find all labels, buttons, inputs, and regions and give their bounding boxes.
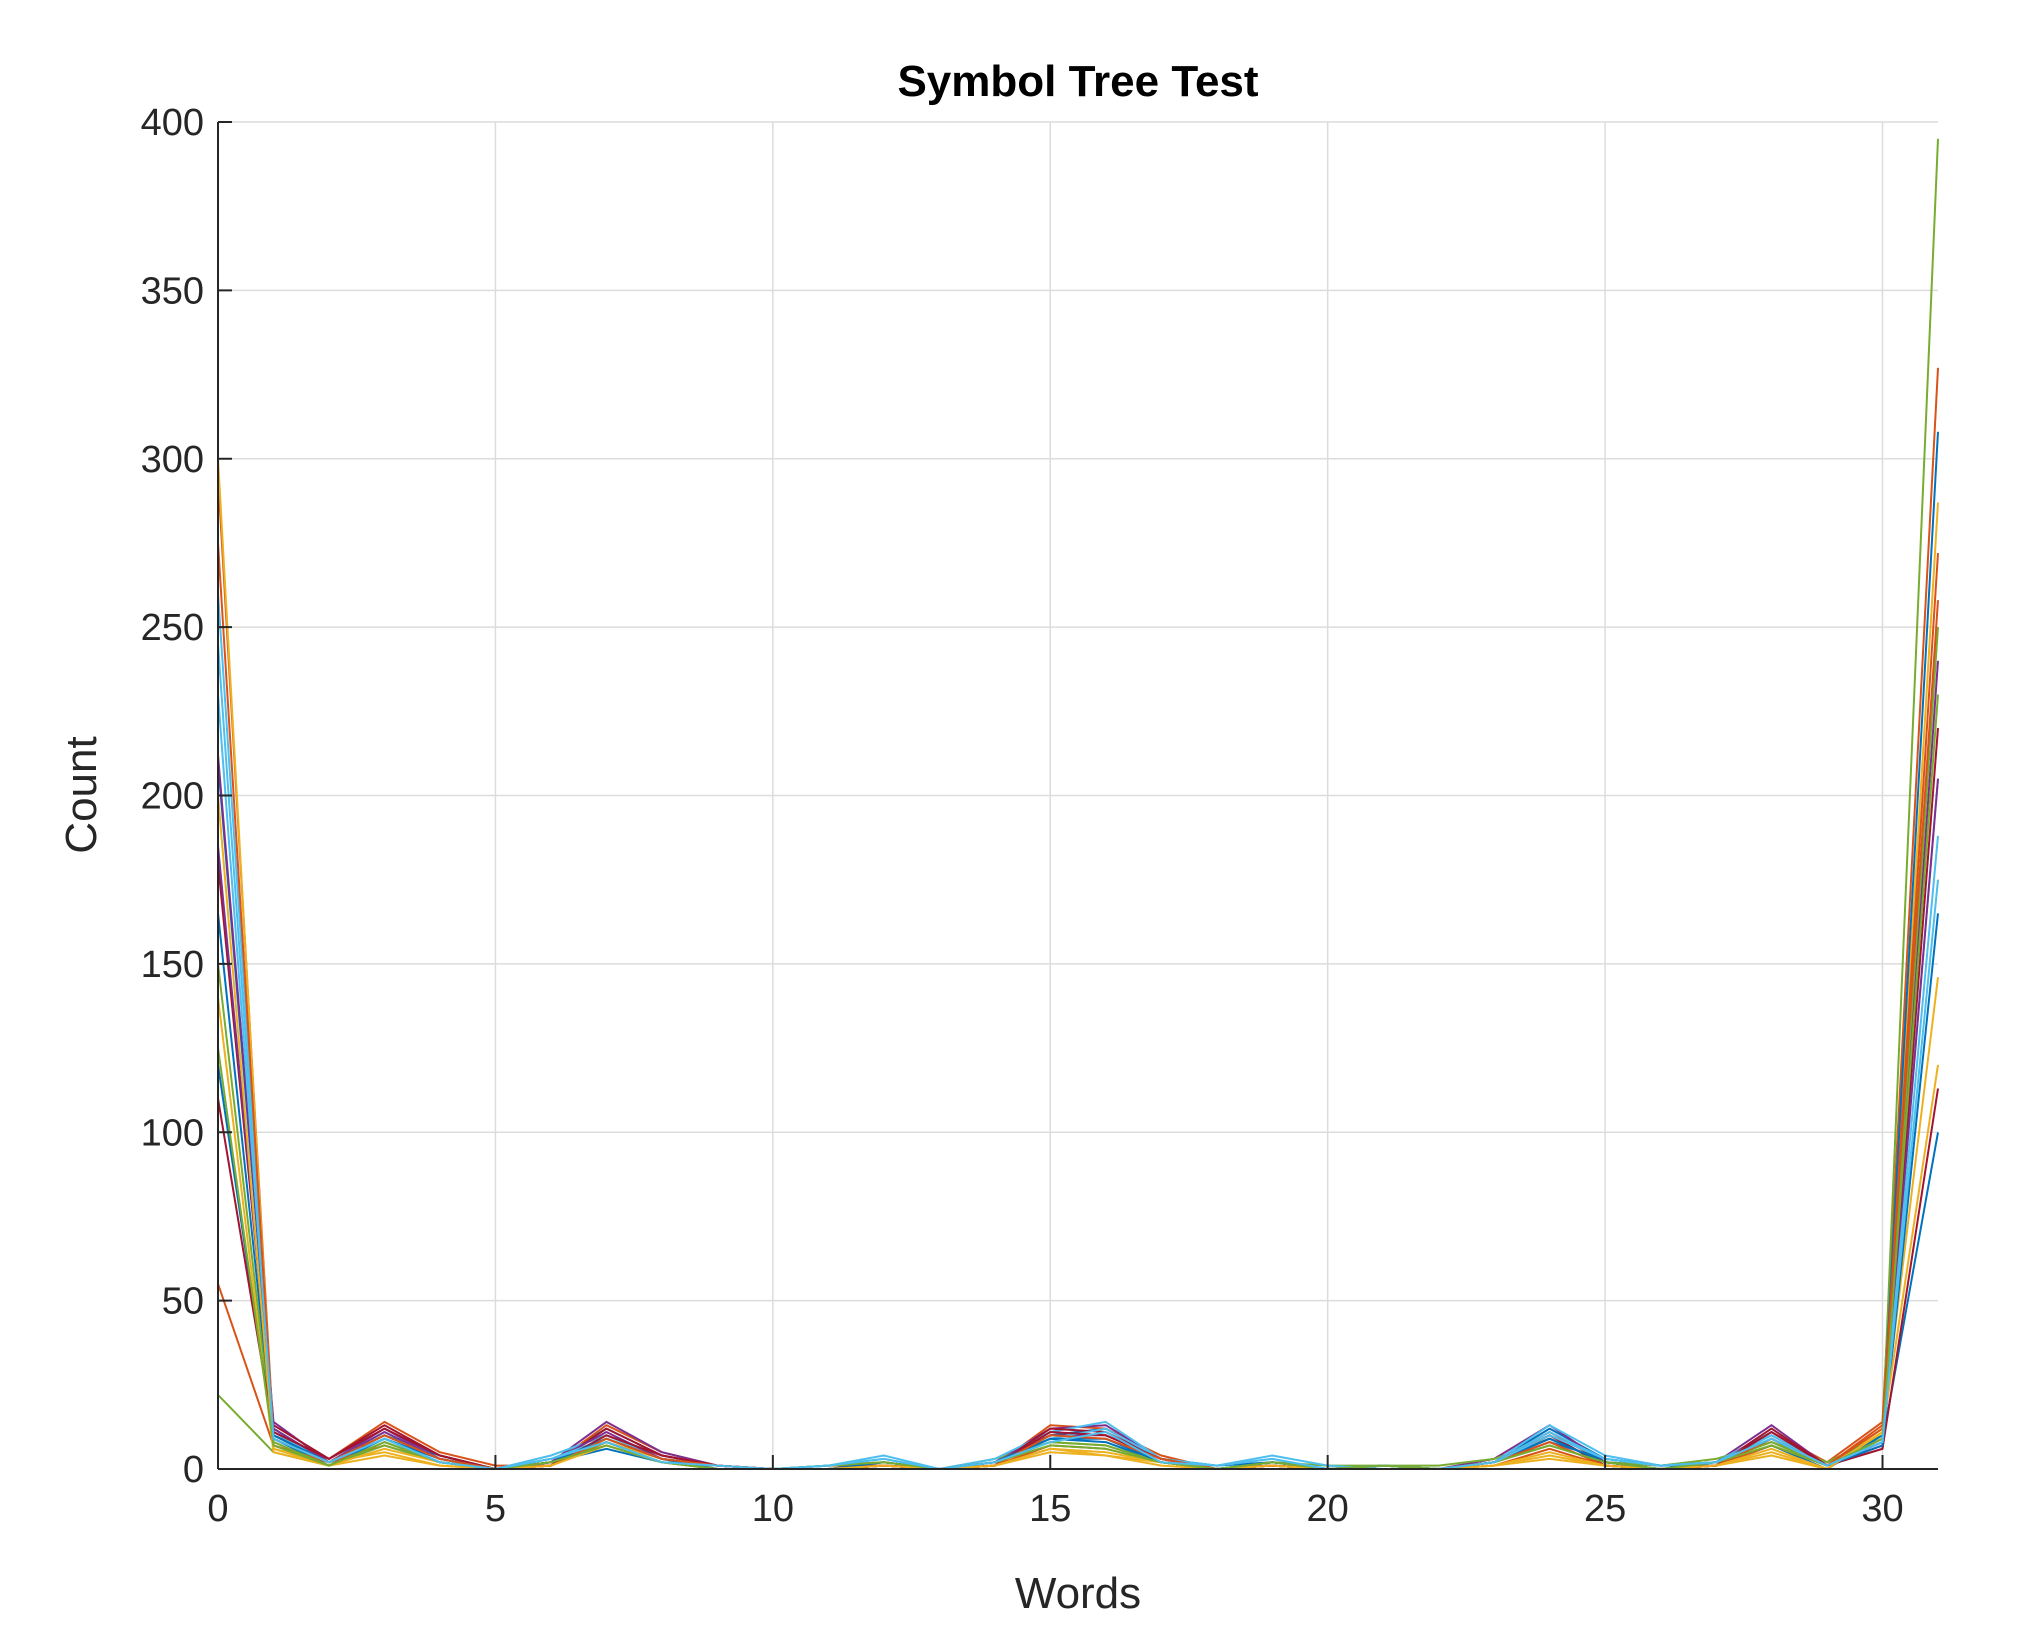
series-line-19 xyxy=(217,694,1939,1470)
y-tick-label: 100 xyxy=(141,1112,204,1154)
x-tick-label: 15 xyxy=(1029,1488,1071,1530)
y-tick-label: 300 xyxy=(141,439,204,481)
chart-title: Symbol Tree Test xyxy=(897,57,1258,106)
x-tick-label: 25 xyxy=(1584,1488,1626,1530)
x-tick-label: 30 xyxy=(1861,1488,1903,1530)
y-tick-label: 400 xyxy=(141,102,204,144)
x-tick-label: 10 xyxy=(752,1488,794,1530)
x-tick-label: 0 xyxy=(207,1488,228,1530)
x-axis-label: Words xyxy=(1015,1569,1141,1618)
y-tick-label: 200 xyxy=(141,776,204,818)
x-tick-label: 5 xyxy=(485,1488,506,1530)
y-tick-label: 350 xyxy=(141,270,204,312)
y-tick-label: 250 xyxy=(141,607,204,649)
y-tick-label: 150 xyxy=(141,944,204,986)
axes xyxy=(217,121,1938,1470)
y-tick-label: 50 xyxy=(162,1281,204,1323)
y-axis-label: Count xyxy=(57,736,106,853)
x-tick-label: 20 xyxy=(1307,1488,1349,1530)
y-tick-label: 0 xyxy=(183,1449,204,1491)
